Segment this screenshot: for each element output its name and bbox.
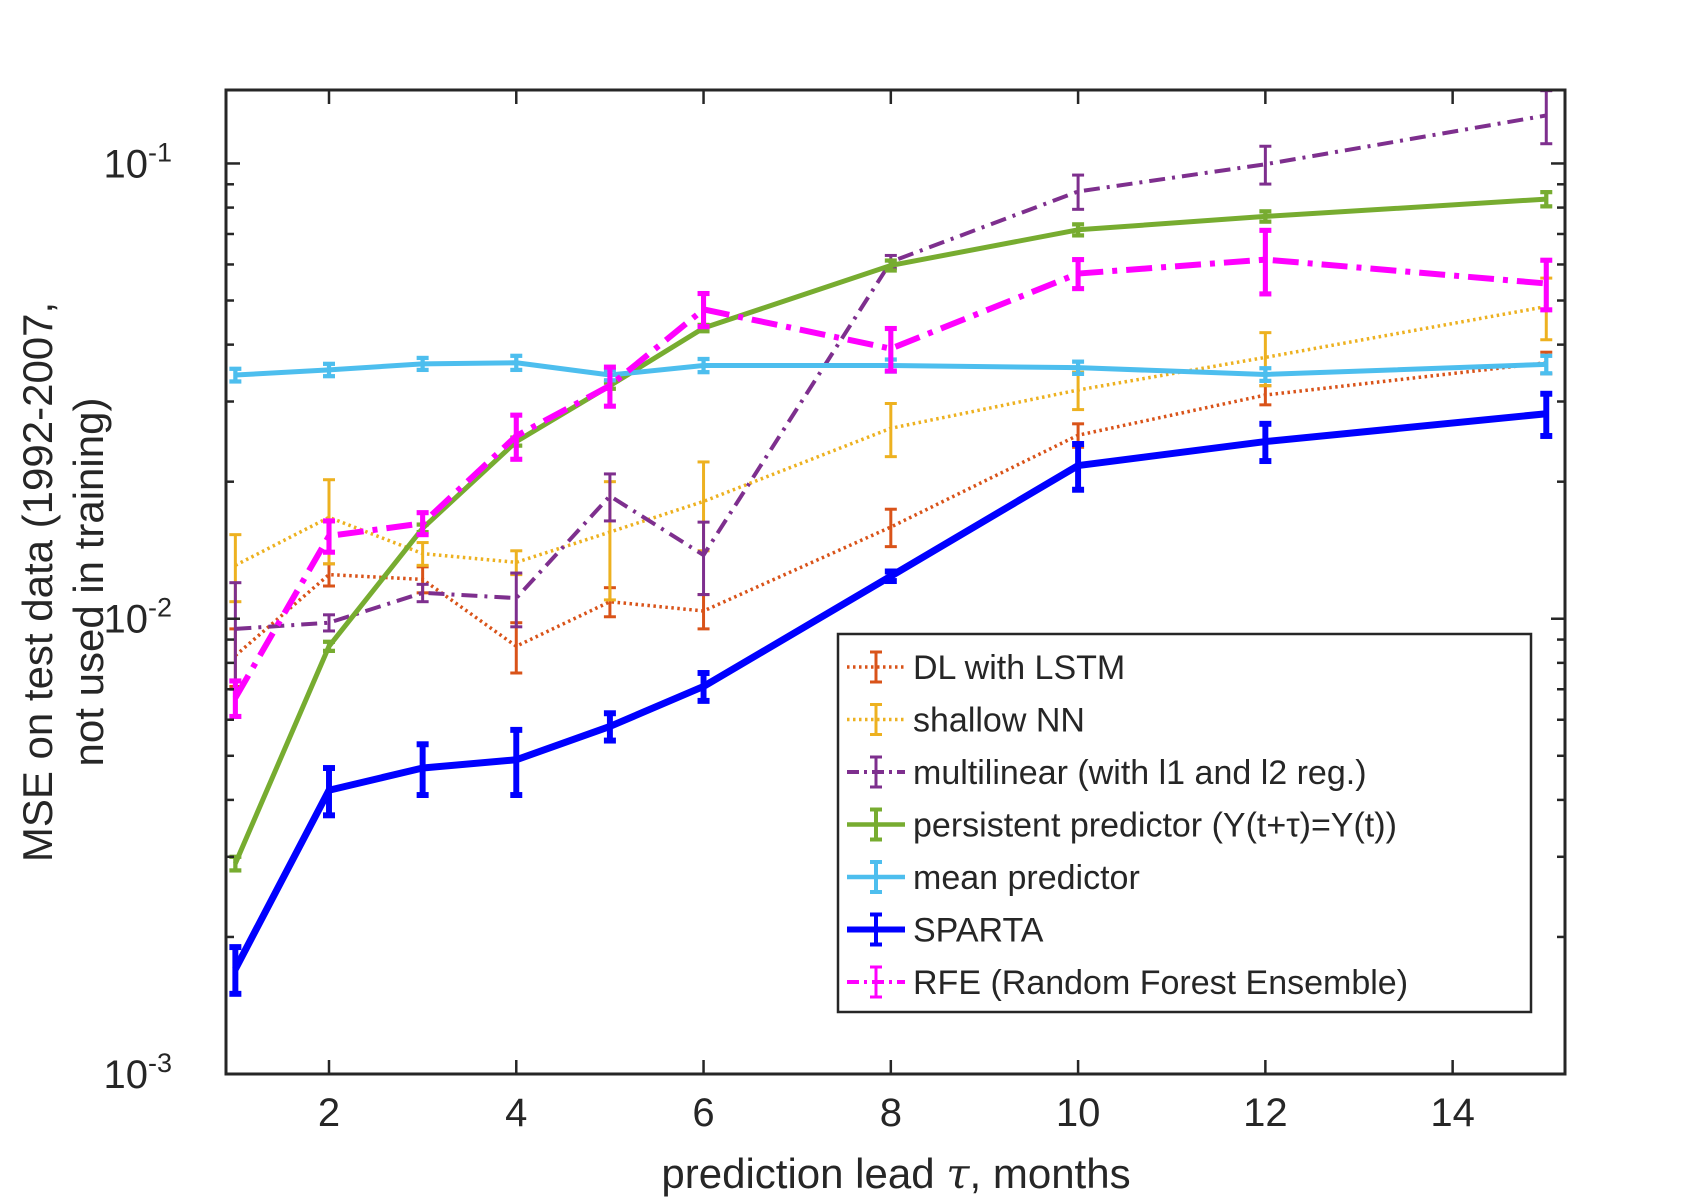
- x-tick-label: 14: [1430, 1091, 1475, 1135]
- legend-label: shallow NN: [913, 702, 1085, 740]
- series-line: [235, 113, 1547, 631]
- error-bar: [229, 944, 242, 997]
- error-bar: [1540, 190, 1553, 209]
- error-bar: [697, 520, 710, 597]
- error-bar: [323, 361, 335, 379]
- error-bar: [1259, 227, 1272, 297]
- legend-label: SPARTA: [913, 912, 1044, 950]
- legend-label: persistent predictor (Y(t+τ)=Y(t)): [913, 807, 1397, 845]
- x-tick-label: 2: [318, 1091, 340, 1135]
- error-bar: [1259, 144, 1272, 186]
- x-tick-label: 6: [692, 1091, 714, 1135]
- error-bar: [603, 364, 616, 409]
- error-bar: [1072, 257, 1085, 292]
- legend-entries: DL with LSTM shallow NN multilinear (with …: [847, 649, 1408, 1002]
- series-line: [232, 410, 1547, 971]
- legend-label: DL with LSTM: [913, 649, 1125, 687]
- legend-entry: RFE (Random Forest Ensemble): [847, 964, 1408, 1002]
- legend-entry: DL with LSTM: [847, 649, 1125, 687]
- series-line: [234, 361, 1547, 657]
- error-bar: [416, 741, 429, 798]
- legend-entry: persistent predictor (Y(t+τ)=Y(t)): [847, 807, 1397, 845]
- error-bar: [884, 568, 897, 585]
- error-bar: [416, 541, 429, 567]
- y-tick-label: 10: [104, 1053, 149, 1097]
- error-bar: [416, 510, 429, 538]
- error-bar: [884, 325, 897, 374]
- x-tick-label: 4: [505, 1091, 527, 1135]
- error-bar: [1259, 366, 1272, 384]
- y-tick-label-exponent: -1: [148, 137, 172, 167]
- error-bar: [697, 670, 710, 704]
- error-bar: [1540, 390, 1553, 439]
- x-tick-label: 8: [880, 1091, 902, 1135]
- plot-frame: [224, 88, 1567, 1076]
- error-bar: [510, 353, 523, 373]
- error-bar: [1259, 209, 1272, 224]
- legend: DL with LSTM shallow NN multilinear (with …: [836, 632, 1533, 1014]
- series-layer: [229, 89, 1553, 997]
- x-tick-label: 12: [1243, 1091, 1288, 1135]
- series-line: [233, 196, 1547, 865]
- error-bar: [1072, 222, 1085, 238]
- legend-entry: multilinear (with l1 and l2 reg.): [847, 754, 1367, 792]
- error-bar: [323, 639, 335, 653]
- y-axis-label-line1: MSE on test data (1992-2007,: [14, 302, 61, 862]
- error-bar: [884, 507, 897, 549]
- error-bar: [229, 678, 242, 720]
- legend-label: RFE (Random Forest Ensemble): [913, 964, 1408, 1002]
- error-bar: [229, 366, 242, 384]
- error-bar: [603, 710, 616, 744]
- error-bar: [416, 582, 429, 604]
- y-tick-label-exponent: -3: [148, 1048, 172, 1078]
- error-bar: [884, 402, 897, 459]
- error-bar: [323, 613, 335, 633]
- error-bar: [697, 356, 710, 375]
- error-bar: [603, 472, 616, 523]
- error-bar: [510, 412, 523, 462]
- error-bar: [1540, 353, 1553, 376]
- x-axis-label: prediction lead τ, months: [661, 1149, 1130, 1198]
- error-bar: [1072, 359, 1085, 377]
- series: [229, 227, 1553, 720]
- x-tick-label: 10: [1056, 1091, 1101, 1135]
- series-line: [235, 360, 1547, 378]
- error-bar: [323, 765, 335, 819]
- legend-entry: SPARTA: [847, 912, 1044, 950]
- legend-label: multilinear (with l1 and l2 reg.): [913, 754, 1367, 792]
- y-tick-label-exponent: -2: [148, 593, 172, 623]
- series: [229, 390, 1553, 997]
- error-bar: [1072, 173, 1085, 211]
- series-line: [232, 256, 1547, 700]
- legend-label: mean predictor: [913, 859, 1140, 897]
- error-bar: [416, 355, 429, 373]
- y-axis-label-line2: not used in training): [65, 398, 112, 767]
- y-tick-label: 10: [104, 142, 149, 186]
- error-bar: [1540, 257, 1553, 313]
- error-bar: [323, 518, 335, 555]
- y-tick-label: 10: [104, 598, 149, 642]
- error-bar: [884, 258, 897, 273]
- error-bar: [1072, 441, 1085, 493]
- error-bar: [1259, 420, 1272, 465]
- legend-entry: mean predictor: [847, 859, 1140, 897]
- legend-entry: shallow NN: [847, 702, 1085, 740]
- legend-box: [836, 632, 1533, 1014]
- error-bar: [697, 290, 710, 330]
- error-bar: [510, 571, 523, 629]
- error-bar: [510, 726, 523, 798]
